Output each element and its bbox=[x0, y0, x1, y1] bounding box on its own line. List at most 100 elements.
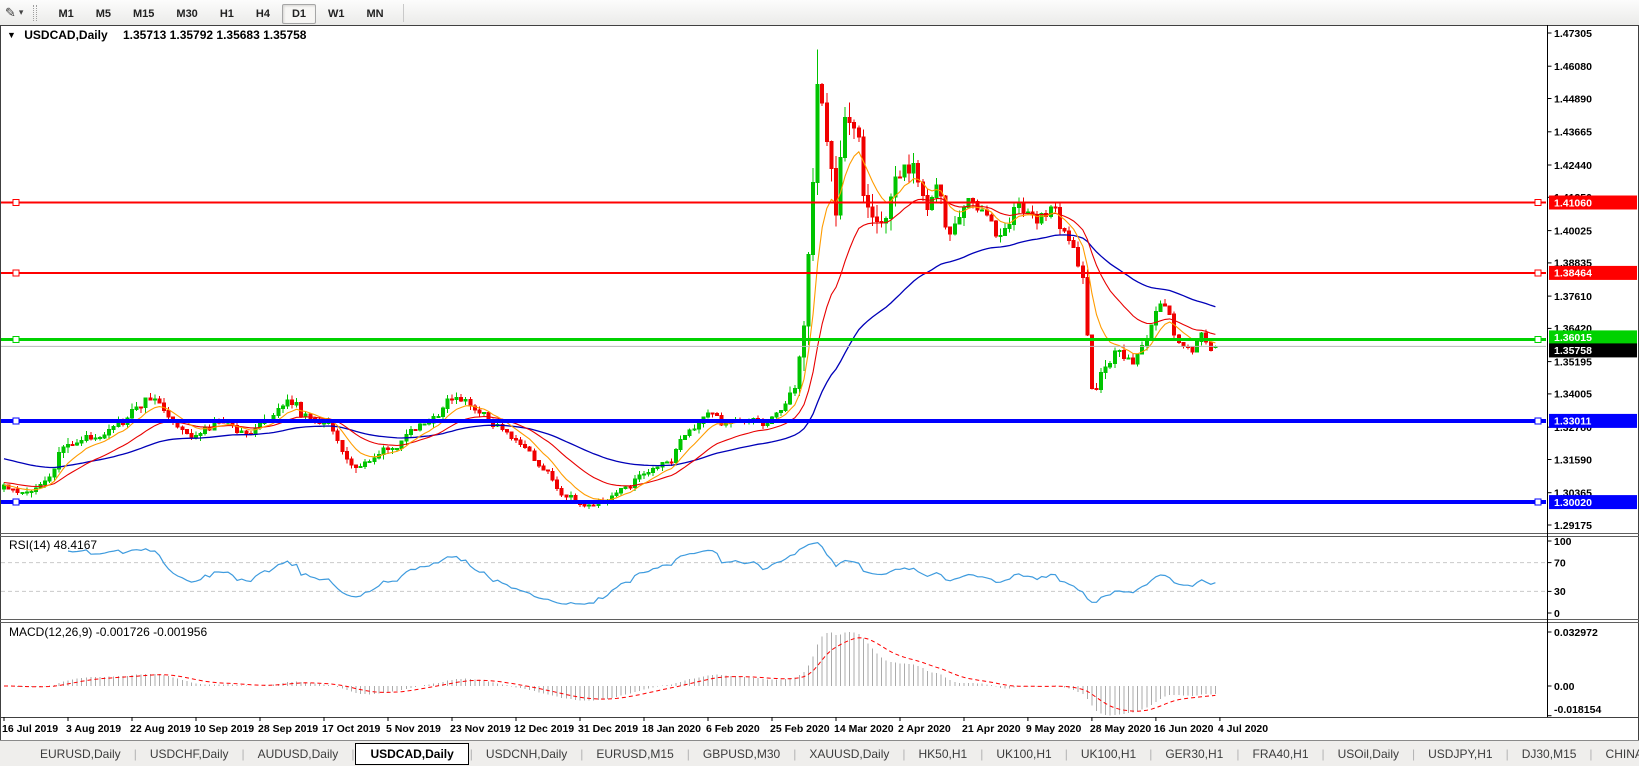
chart-tab-USDJPY-H1[interactable]: USDJPY,H1 bbox=[1428, 746, 1493, 761]
mid-ma-line bbox=[3, 197, 1216, 488]
svg-text:70: 70 bbox=[1554, 557, 1566, 569]
tab-separator: | bbox=[1064, 746, 1068, 761]
candles bbox=[2, 49, 1218, 510]
timeframe-button-H1[interactable]: H1 bbox=[219, 7, 234, 20]
svg-text:0: 0 bbox=[1554, 608, 1560, 620]
svg-text:0.00: 0.00 bbox=[1554, 681, 1575, 693]
horizontal-line-1.41060[interactable] bbox=[1, 199, 1546, 206]
svg-text:-0.018154: -0.018154 bbox=[1554, 704, 1601, 716]
tab-separator: | bbox=[902, 746, 906, 761]
horizontal-line-1.30020[interactable] bbox=[1, 498, 1546, 506]
macd-label: MACD(12,26,9) -0.001726 -0.001956 bbox=[9, 625, 208, 639]
svg-text:1.38464: 1.38464 bbox=[1554, 268, 1592, 280]
chart-tab-GBPUSD-M30[interactable]: GBPUSD,M30 bbox=[702, 746, 781, 761]
svg-text:22 Aug 2019: 22 Aug 2019 bbox=[130, 723, 191, 735]
tab-separator: | bbox=[580, 746, 584, 761]
axis-label-1.33011: 1.33011 bbox=[1549, 413, 1637, 428]
chart-title: USDCAD,Daily bbox=[24, 28, 108, 42]
tab-separator: | bbox=[686, 746, 690, 761]
slow-ma-line bbox=[3, 234, 1216, 469]
collapse-arrow-icon[interactable]: ▼ bbox=[7, 30, 16, 40]
macd-histogram bbox=[8, 632, 1216, 716]
tab-separator: | bbox=[351, 746, 355, 761]
svg-text:1.30020: 1.30020 bbox=[1554, 497, 1592, 509]
timeframe-button-M15[interactable]: M15 bbox=[133, 7, 155, 20]
panel-separator-rsi-macd[interactable] bbox=[0, 619, 1639, 623]
chart-tab-HK50-H1[interactable]: HK50,H1 bbox=[918, 746, 968, 761]
horizontal-line-1.36015[interactable] bbox=[1, 335, 1546, 343]
axis-label-1.36015: 1.36015 bbox=[1549, 330, 1637, 345]
svg-text:1.34005: 1.34005 bbox=[1554, 389, 1592, 401]
chart-tab-UK100-H1[interactable]: UK100,H1 bbox=[996, 746, 1052, 761]
chart-tabs: EURUSD,Daily | USDCHF,Daily | AUDUSD,Daily | U… bbox=[28, 741, 1639, 766]
horizontal-line-1.38464[interactable] bbox=[1, 269, 1546, 277]
timeframe-buttons: M1 M5 M15 M30 H1 H4 D1 W1 MN bbox=[47, 3, 394, 24]
svg-text:10 Sep 2019: 10 Sep 2019 bbox=[194, 723, 254, 735]
timeframe-button-MN[interactable]: MN bbox=[366, 7, 384, 20]
svg-text:2 Apr 2020: 2 Apr 2020 bbox=[898, 723, 951, 735]
timeframe-button-M30[interactable]: M30 bbox=[176, 7, 198, 20]
pencil-tool-icon[interactable]: ✎ bbox=[5, 4, 16, 20]
tab-separator: | bbox=[1505, 746, 1509, 761]
chart-tab-DJ30-M15[interactable]: DJ30,M15 bbox=[1521, 746, 1577, 761]
horizontal-line-1.33011[interactable] bbox=[1, 417, 1546, 425]
svg-text:3 Aug 2019: 3 Aug 2019 bbox=[66, 723, 121, 735]
svg-text:0.032972: 0.032972 bbox=[1554, 627, 1598, 639]
panel-separator-main-rsi[interactable] bbox=[0, 533, 1639, 537]
svg-text:4 Jul 2020: 4 Jul 2020 bbox=[1218, 723, 1268, 735]
rsi-label: RSI(14) 48.4167 bbox=[9, 538, 98, 552]
chart-tab-EURUSD-Daily[interactable]: EURUSD,Daily bbox=[40, 746, 121, 761]
chart-tab-XAUUSD-Daily[interactable]: XAUUSD,Daily bbox=[809, 746, 890, 761]
svg-text:28 Sep 2019: 28 Sep 2019 bbox=[258, 723, 318, 735]
chart-canvas[interactable]: 1.47305 1.46080 1.44890 1.43665 1.42440 … bbox=[0, 25, 1639, 740]
chart-tab-EURUSD-M15[interactable]: EURUSD,M15 bbox=[596, 746, 674, 761]
svg-text:1.41060: 1.41060 bbox=[1554, 197, 1592, 209]
svg-text:31 Dec 2019: 31 Dec 2019 bbox=[578, 723, 638, 735]
chart-tab-USDCNH-Daily[interactable]: USDCNH,Daily bbox=[485, 746, 568, 761]
rsi-level-lines bbox=[1, 562, 1546, 592]
tab-separator: | bbox=[1411, 746, 1416, 761]
rsi-axis[interactable]: 100 70 30 0 bbox=[1547, 536, 1572, 620]
svg-text:1.44890: 1.44890 bbox=[1554, 93, 1592, 105]
svg-text:12 Dec 2019: 12 Dec 2019 bbox=[514, 723, 574, 735]
svg-text:6 Feb 2020: 6 Feb 2020 bbox=[706, 723, 760, 735]
tab-separator: | bbox=[980, 746, 984, 761]
date-axis[interactable]: 16 Jul 2019 3 Aug 2019 22 Aug 2019 10 Se… bbox=[2, 717, 1268, 735]
moving-averages bbox=[3, 150, 1216, 501]
axis-label-1.38464: 1.38464 bbox=[1549, 265, 1637, 280]
chart-tab-USDCHF-Daily[interactable]: USDCHF,Daily bbox=[149, 746, 229, 761]
rsi-line bbox=[67, 542, 1216, 605]
timeframe-button-M1[interactable]: M1 bbox=[58, 7, 74, 20]
macd-axis[interactable]: 0.032972 0.00 -0.018154 bbox=[1547, 627, 1602, 717]
timeframe-button-D1[interactable]: D1 bbox=[281, 3, 316, 24]
svg-text:25 Feb 2020: 25 Feb 2020 bbox=[770, 723, 830, 735]
svg-text:1.36015: 1.36015 bbox=[1554, 332, 1592, 344]
chart-tab-USOil-Daily[interactable]: USOil,Daily bbox=[1337, 746, 1399, 761]
tab-separator: | bbox=[241, 746, 245, 761]
svg-text:1.42440: 1.42440 bbox=[1554, 160, 1592, 172]
svg-text:1.43665: 1.43665 bbox=[1554, 127, 1592, 139]
timeframe-button-H4[interactable]: H4 bbox=[255, 7, 270, 20]
svg-text:1.40025: 1.40025 bbox=[1554, 225, 1592, 237]
chart-tab-bar: EURUSD,Daily | USDCHF,Daily | AUDUSD,Daily | U… bbox=[0, 740, 1639, 766]
chart-tab-AUDUSD-Daily[interactable]: AUDUSD,Daily bbox=[257, 746, 339, 761]
chart-tab-FRA40-H1[interactable]: FRA40,H1 bbox=[1252, 746, 1309, 761]
svg-text:28 May 2020: 28 May 2020 bbox=[1090, 723, 1151, 735]
svg-text:16 Jul 2019: 16 Jul 2019 bbox=[2, 723, 58, 735]
chart-tab-UK100-H1[interactable]: UK100,H1 bbox=[1080, 746, 1137, 761]
timeframe-button-W1[interactable]: W1 bbox=[328, 7, 345, 20]
timeframe-button-M5[interactable]: M5 bbox=[95, 7, 111, 20]
chart-tab-GER30-H1[interactable]: GER30,H1 bbox=[1165, 746, 1224, 761]
svg-text:17 Oct 2019: 17 Oct 2019 bbox=[322, 723, 381, 735]
tab-separator: | bbox=[469, 746, 473, 761]
svg-text:5 Nov 2019: 5 Nov 2019 bbox=[386, 723, 441, 735]
toolbar-separator bbox=[402, 3, 404, 22]
dropdown-caret-icon[interactable]: ▾ bbox=[18, 7, 24, 17]
chart-tab-CHINA300-H4[interactable]: CHINA300,H4 bbox=[1605, 746, 1639, 761]
svg-text:14 Mar 2020: 14 Mar 2020 bbox=[834, 723, 894, 735]
svg-text:30: 30 bbox=[1554, 586, 1566, 598]
chart-tab-USDCAD-Daily[interactable]: USDCAD,Daily bbox=[355, 742, 469, 765]
svg-text:1.29175: 1.29175 bbox=[1554, 520, 1592, 532]
fast-ma-line bbox=[3, 150, 1216, 501]
axis-label-1.41060: 1.41060 bbox=[1549, 195, 1637, 210]
